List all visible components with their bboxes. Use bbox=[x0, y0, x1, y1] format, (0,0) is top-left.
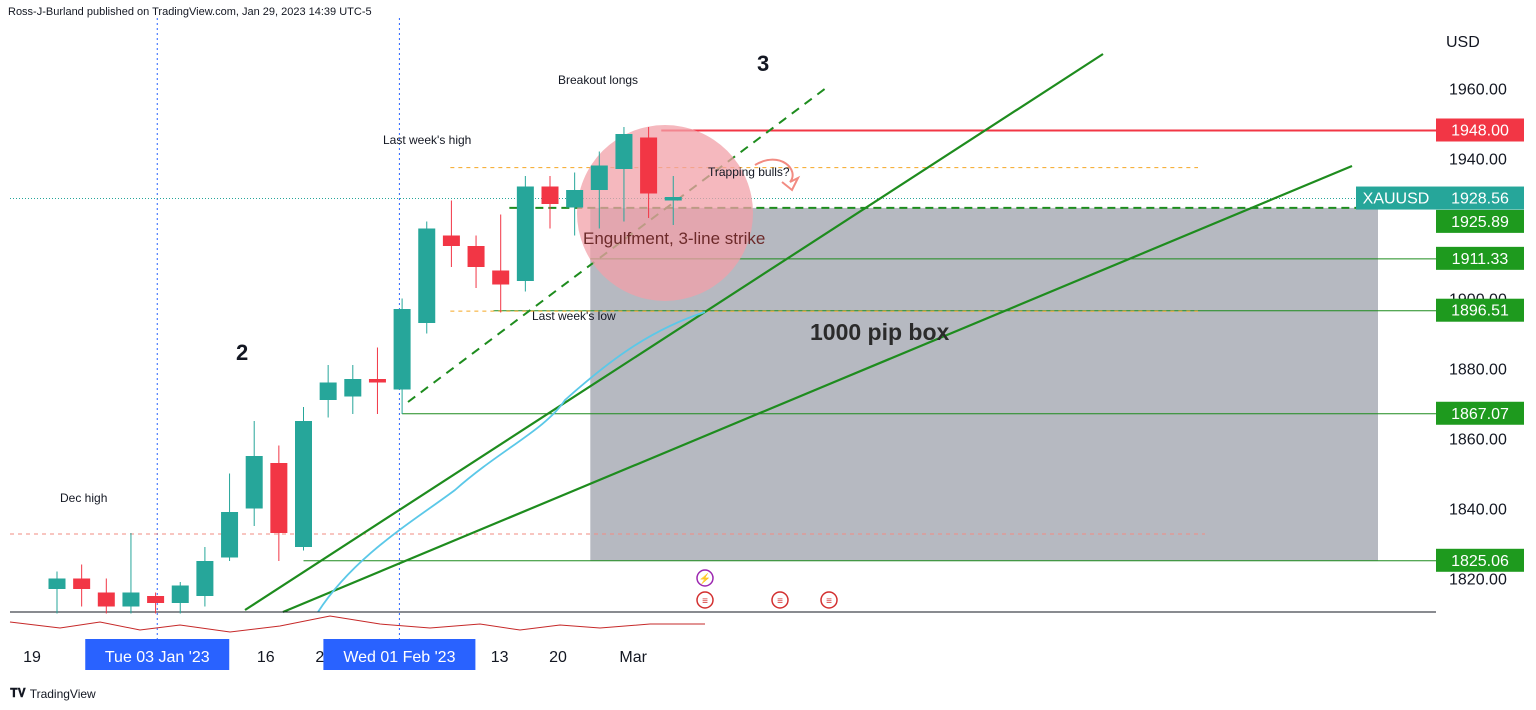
annotation-pip-box: 1000 pip box bbox=[810, 319, 950, 345]
candle-body-2023-01-27[interactable] bbox=[664, 197, 682, 201]
candle-body-2023-01-17[interactable] bbox=[467, 246, 485, 267]
publisher-line: Ross-J-Burland published on TradingView.… bbox=[8, 6, 372, 18]
price-tag-1825.06: 1825.06 bbox=[1451, 553, 1509, 570]
annotation-dec-high: Dec high bbox=[60, 491, 107, 505]
x-highlight-bg-0[interactable] bbox=[85, 639, 230, 670]
price-tag-1911.33: 1911.33 bbox=[1452, 251, 1509, 268]
moving-average-line bbox=[317, 311, 706, 613]
candle-body-2022-12-30[interactable] bbox=[196, 561, 214, 596]
us-flag-event-icon-2[interactable] bbox=[771, 591, 789, 609]
tradingview-footer[interactable]: 𝐓𝐕 TradingView bbox=[10, 686, 96, 701]
candle-body-2022-12-29[interactable] bbox=[171, 585, 189, 604]
price-tag-bg-1896.51[interactable] bbox=[1436, 298, 1524, 322]
us-flag-event-icon-2-glyph: ≡ bbox=[777, 596, 783, 607]
price-tag-bg-1911.33[interactable] bbox=[1436, 246, 1524, 270]
price-tag-bg-1825.06[interactable] bbox=[1436, 548, 1524, 572]
candle-body-2023-01-12[interactable] bbox=[393, 309, 411, 390]
candle-body-2022-12-27[interactable] bbox=[122, 592, 140, 607]
candle-body-2023-01-04[interactable] bbox=[245, 456, 263, 509]
x-highlight-bg-1[interactable] bbox=[323, 639, 476, 670]
x-tick-19: 19 bbox=[23, 649, 41, 666]
candle-body-2023-01-09[interactable] bbox=[319, 382, 337, 401]
price-tag-bg-1867.07[interactable] bbox=[1436, 401, 1524, 425]
candle-body-2023-01-19[interactable] bbox=[516, 186, 534, 282]
candle-body-2023-01-20[interactable] bbox=[541, 186, 559, 205]
curved-arrow-icon bbox=[754, 158, 801, 192]
symbol-tag: XAUUSD bbox=[1363, 191, 1430, 208]
y-tick-1860.00: 1860.00 bbox=[1449, 432, 1507, 449]
lightning-event-icon[interactable] bbox=[696, 569, 714, 587]
y-tick-1840.00: 1840.00 bbox=[1449, 502, 1507, 519]
annotation-trapping-bulls: Trapping bulls? bbox=[708, 165, 790, 179]
symbol-tag-bg[interactable] bbox=[1356, 186, 1436, 210]
trendline-shallow[interactable] bbox=[282, 164, 1353, 614]
x-highlight-label-0: Tue 03 Jan '23 bbox=[105, 649, 210, 666]
annotation-engulfment: Engulfment, 3-line strike bbox=[583, 229, 765, 248]
candle-body-2023-01-24[interactable] bbox=[590, 165, 608, 191]
x-tick-13: 13 bbox=[491, 649, 509, 666]
annotation-last-week-high: Last week's high bbox=[383, 133, 471, 147]
oscillator-line bbox=[9, 615, 705, 633]
price-tag-current: 1928.56 bbox=[1451, 191, 1509, 208]
candle-body-2022-12-22[interactable] bbox=[97, 592, 115, 607]
y-tick-1820.00: 1820.00 bbox=[1449, 572, 1507, 589]
candle-body-2023-01-26[interactable] bbox=[640, 137, 658, 194]
us-flag-event-icon-3[interactable] bbox=[820, 591, 838, 609]
price-tag-1896.51: 1896.51 bbox=[1451, 303, 1509, 320]
price-tag-1925.89: 1925.89 bbox=[1451, 214, 1509, 231]
x-tick-16: 16 bbox=[257, 649, 275, 666]
candle-body-2023-01-23[interactable] bbox=[566, 190, 584, 208]
candle-body-2023-01-11[interactable] bbox=[368, 379, 386, 383]
candle-body-2023-01-13[interactable] bbox=[418, 228, 436, 324]
y-tick-1960.00: 1960.00 bbox=[1449, 82, 1507, 99]
tradingview-logo-icon: 𝐓𝐕 bbox=[10, 686, 26, 700]
us-flag-event-icon-1-glyph: ≡ bbox=[702, 596, 708, 607]
price-tag-bg-1925.89[interactable] bbox=[1436, 209, 1524, 233]
us-flag-event-icon-3-glyph: ≡ bbox=[826, 596, 832, 607]
price-tag-bg-current[interactable] bbox=[1436, 186, 1524, 210]
engulfment-highlight-circle[interactable] bbox=[577, 125, 753, 301]
trendline-steep[interactable] bbox=[244, 53, 1104, 611]
candle-body-2023-01-06[interactable] bbox=[295, 421, 312, 547]
candle-body-2023-01-05[interactable] bbox=[270, 463, 288, 533]
tradingview-logo-text: TradingView bbox=[29, 686, 96, 701]
price-tag-1948.00: 1948.00 bbox=[1451, 123, 1509, 140]
candle-body-2022-12-20[interactable] bbox=[48, 578, 66, 590]
us-flag-event-icon-1[interactable] bbox=[696, 591, 714, 609]
candle-body-2023-01-03[interactable] bbox=[221, 512, 239, 558]
wave-label-2: 2 bbox=[236, 340, 248, 365]
candle-body-2022-12-28[interactable] bbox=[147, 596, 165, 603]
candle-body-2023-01-25[interactable] bbox=[615, 134, 633, 169]
x-highlight-label-1: Wed 01 Feb '23 bbox=[343, 649, 455, 666]
wave-label-3: 3 bbox=[757, 51, 769, 76]
candle-body-2023-01-10[interactable] bbox=[344, 379, 362, 397]
x-tick-Mar: Mar bbox=[619, 649, 647, 666]
y-tick-1940.00: 1940.00 bbox=[1449, 152, 1507, 169]
candle-body-2022-12-21[interactable] bbox=[73, 578, 91, 590]
price-tag-1867.07: 1867.07 bbox=[1451, 406, 1509, 423]
annotation-last-week-low: Last week's low bbox=[532, 309, 616, 323]
candle-body-2023-01-16[interactable] bbox=[442, 235, 460, 247]
annotation-breakout-longs: Breakout longs bbox=[558, 73, 638, 87]
candle-body-2023-01-18[interactable] bbox=[492, 270, 510, 285]
price-tag-bg-1948.00[interactable] bbox=[1436, 118, 1524, 142]
y-tick-1880.00: 1880.00 bbox=[1449, 362, 1507, 379]
lightning-event-icon-glyph: ⚡ bbox=[699, 572, 711, 585]
currency-label: USD bbox=[1446, 34, 1480, 51]
x-tick-20: 20 bbox=[549, 649, 567, 666]
